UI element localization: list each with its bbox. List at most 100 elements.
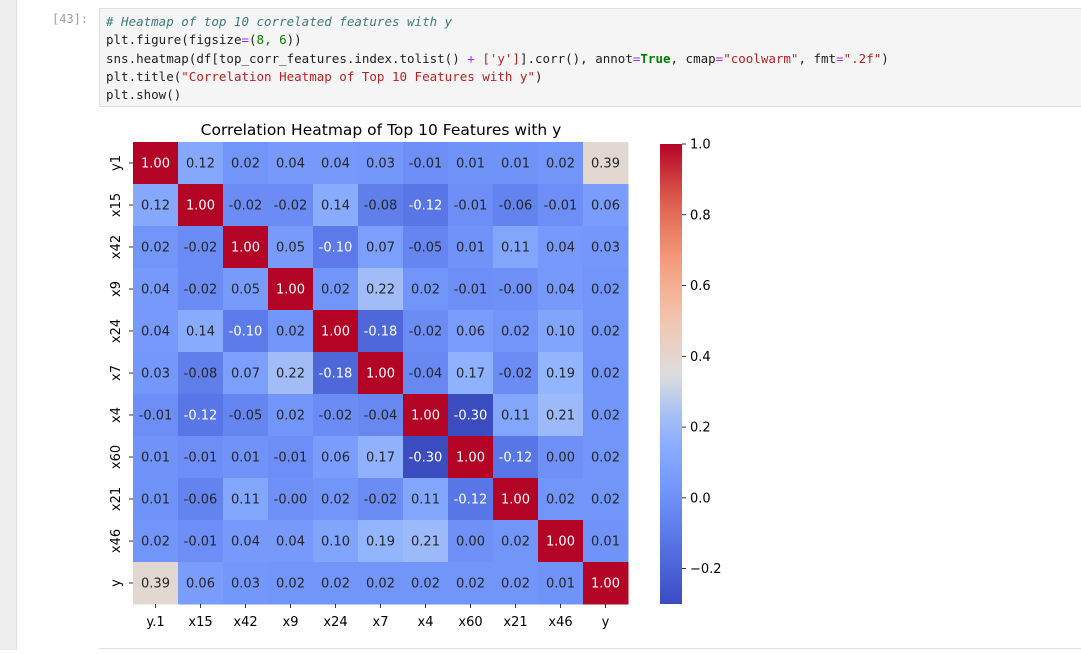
cell-annotation: 0.02 <box>141 241 170 256</box>
heatmap-cell <box>133 184 179 227</box>
cell-annotation: 0.00 <box>456 535 485 550</box>
cell-annotation: 0.04 <box>141 283 170 298</box>
heatmap-cell <box>358 184 404 227</box>
cell-annotation: 1.00 <box>321 325 350 340</box>
heatmap-cell <box>448 184 494 227</box>
heatmap-cell <box>358 520 404 563</box>
code-expr: df[top_corr_features.index.tolist() <box>196 50 468 66</box>
heatmap-cell <box>313 184 359 227</box>
cell-annotation: -0.05 <box>229 409 263 424</box>
x-tick-label: x46 <box>548 615 572 630</box>
code-fn: plt.show <box>106 87 167 103</box>
heatmap-cell <box>313 478 359 521</box>
cell-annotation: -0.01 <box>454 283 488 298</box>
cell-annotation: 0.02 <box>591 325 620 340</box>
heatmap-cell <box>268 184 314 227</box>
cell-annotation: 1.00 <box>591 577 620 592</box>
heatmap-cell <box>178 310 224 353</box>
cell-annotation: 0.02 <box>591 493 620 508</box>
cell-annotation: 1.00 <box>366 367 395 382</box>
cell-annotation: 1.00 <box>501 493 530 508</box>
code-expr: , fmt <box>798 50 837 66</box>
cell-annotation: 0.02 <box>276 409 305 424</box>
heatmap-cell <box>538 142 584 185</box>
heatmap-cell <box>493 226 539 269</box>
cell-annotation: 0.04 <box>546 283 575 298</box>
heatmap-cell <box>358 226 404 269</box>
heatmap-cell <box>538 352 584 395</box>
y-tick-label: x21 <box>109 487 124 511</box>
cell-annotation: -0.10 <box>319 241 353 256</box>
heatmap-cell <box>448 142 494 185</box>
code-source[interactable]: # Heatmap of top 10 correlated features … <box>106 14 889 103</box>
heatmap-cell <box>268 436 314 479</box>
cell-annotation: -0.01 <box>544 199 578 214</box>
heatmap-cell <box>358 142 404 185</box>
cell-annotation: 0.11 <box>231 493 260 508</box>
cell-annotation: -0.12 <box>184 409 218 424</box>
colorbar-tick-label: 0.2 <box>690 421 711 436</box>
cell-annotation: -0.08 <box>364 199 398 214</box>
cell-annotation: 0.02 <box>591 367 620 382</box>
code-arg: figsize <box>188 32 242 48</box>
cell-annotation: 0.01 <box>141 493 170 508</box>
heatmap-cell <box>538 562 584 605</box>
heatmap-cell <box>268 520 314 563</box>
heatmap-cell <box>583 436 629 479</box>
cell-annotation: -0.04 <box>364 409 398 424</box>
heatmap-cell <box>268 478 314 521</box>
heatmap-cell <box>448 352 494 395</box>
cell-annotation: 0.02 <box>276 325 305 340</box>
heatmap-cell <box>313 562 359 605</box>
code-cell-editor[interactable]: # Heatmap of top 10 correlated features … <box>99 8 1081 107</box>
x-tick-label: x42 <box>233 615 257 630</box>
heatmap-cell <box>313 436 359 479</box>
cell-annotation: 0.22 <box>276 367 305 382</box>
cell-annotation: 0.02 <box>591 283 620 298</box>
cell-annotation: 0.03 <box>231 577 260 592</box>
heatmap-cell <box>583 142 629 185</box>
cell-annotation: -0.02 <box>319 409 353 424</box>
cell-annotation: 0.19 <box>546 367 575 382</box>
cell-annotation: 0.17 <box>456 367 485 382</box>
heatmap-cell <box>223 310 269 353</box>
heatmap-cell <box>268 310 314 353</box>
heatmap-cell <box>178 394 224 437</box>
heatmap-cell <box>358 562 404 605</box>
heatmap-cell <box>493 268 539 311</box>
code-fn: sns.heatmap <box>106 50 189 66</box>
heatmap-cell <box>538 478 584 521</box>
cell-annotation: 0.03 <box>141 367 170 382</box>
cell-annotation: 0.02 <box>546 157 575 172</box>
cell-annotation: 0.01 <box>141 451 170 466</box>
x-tick-label: x7 <box>373 615 389 630</box>
cell-annotation: 0.02 <box>546 493 575 508</box>
cell-annotation: -0.08 <box>184 367 218 382</box>
heatmap-figure: Correlation Heatmap of Top 10 Features w… <box>109 121 722 630</box>
cell-annotation: 1.00 <box>186 199 215 214</box>
heatmap-cell <box>403 562 449 605</box>
code-keyword: True <box>640 50 671 66</box>
cell-annotation: 0.02 <box>591 409 620 424</box>
heatmap-cell <box>493 520 539 563</box>
heatmap-cell <box>178 226 224 269</box>
heatmap-cell <box>583 394 629 437</box>
cell-annotation: 0.10 <box>546 325 575 340</box>
heatmap-cell <box>313 226 359 269</box>
cell-annotation: -0.18 <box>364 325 398 340</box>
cell-annotation: -0.12 <box>409 199 443 214</box>
colorbar-tick-label: −0.2 <box>690 562 722 577</box>
colorbar-tick-label: 0.4 <box>690 350 711 365</box>
cell-annotation: 0.06 <box>321 451 350 466</box>
cell-annotation: 0.05 <box>276 241 305 256</box>
heatmap-cell <box>133 478 179 521</box>
heatmap-cells: 1.00 0.12 0.02 0.04 0.04 0.03 -0.01 0.01 0.01 0.0… <box>133 142 629 605</box>
heatmap-cell <box>448 436 494 479</box>
heatmap-cell <box>538 268 584 311</box>
cell-annotation: -0.02 <box>364 493 398 508</box>
heatmap-cell <box>313 394 359 437</box>
cell-annotation: 0.02 <box>501 325 530 340</box>
heatmap-cell <box>178 478 224 521</box>
cell-annotation: 0.14 <box>186 325 215 340</box>
code-string: ['y'] <box>482 50 520 66</box>
